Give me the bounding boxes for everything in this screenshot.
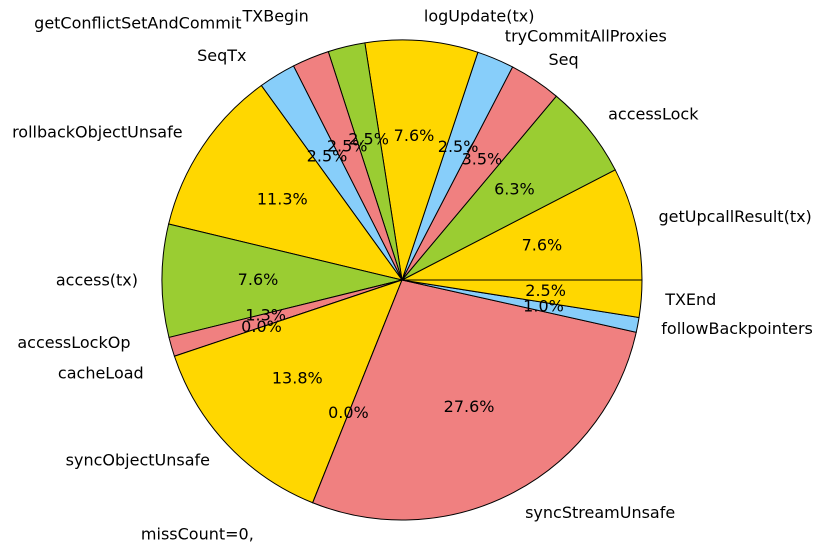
slice-label: cacheLoad (58, 363, 144, 382)
slice-label: accessLockOp (17, 333, 130, 352)
pie-slice-0 (401, 169, 643, 281)
slice-label: missCount=0, (141, 525, 254, 543)
pie-slice-8 (168, 84, 404, 281)
slice-percent-label: 2.5% (525, 281, 566, 300)
slice-label: TXEnd (664, 290, 716, 309)
slice-percent-label: 6.3% (494, 180, 535, 199)
pie-labels: getUpcallResult(tx) accessLock Seq tryCommi… (12, 6, 813, 543)
slice-percent-label: 2.5% (327, 136, 368, 155)
slice-label: logUpdate(tx) (424, 6, 535, 25)
slice-label: tryCommitAllProxies (505, 26, 667, 45)
slice-label: TXBegin (242, 7, 309, 26)
slice-percent-label: 1.3% (245, 306, 286, 325)
slice-label: rollbackObjectUnsafe (12, 123, 183, 142)
pie-slice-12 (173, 279, 403, 504)
slice-percent-label: 7.6% (238, 270, 279, 289)
pie-slice-4 (364, 39, 479, 281)
slice-label: Seq (549, 50, 579, 69)
slice-percent-label: 2.5% (307, 147, 348, 166)
slice-percent-label: 11.3% (257, 189, 308, 208)
slice-percent-label: 0.0% (328, 403, 369, 422)
slice-percent-label: 7.6% (394, 126, 435, 145)
slice-percent-label: 0.0% (241, 317, 282, 336)
pie-slice-16 (401, 279, 643, 319)
slice-label: followBackpointers (661, 319, 813, 338)
pie-slices (161, 39, 643, 521)
slice-percent-label: 13.8% (272, 368, 323, 387)
slice-label: syncStreamUnsafe (525, 503, 675, 522)
slice-label: accessLock (608, 105, 699, 124)
slice-label: getConflictSetAndCommit (34, 13, 241, 32)
slice-label: getUpcallResult(tx) (659, 207, 812, 226)
slice-percent-label: 1.0% (523, 297, 564, 316)
slice-label: syncObjectUnsafe (66, 451, 210, 470)
slice-percent-label: 27.6% (444, 397, 495, 416)
pie-slice-14 (312, 279, 637, 521)
slice-percent-label: 2.5% (438, 137, 479, 156)
slice-percent-label: 3.5% (462, 150, 503, 169)
slice-percent-label: 7.6% (522, 236, 563, 255)
pie-percent-labels: 7.6%6.3%3.5%2.5%7.6%2.5%2.5%2.5%11.3%7.6… (238, 126, 566, 422)
slice-label: access(tx) (56, 270, 138, 289)
slice-label: SeqTx (197, 46, 246, 65)
slice-percent-label: 2.5% (348, 129, 389, 148)
pie-slice-9 (161, 223, 403, 339)
